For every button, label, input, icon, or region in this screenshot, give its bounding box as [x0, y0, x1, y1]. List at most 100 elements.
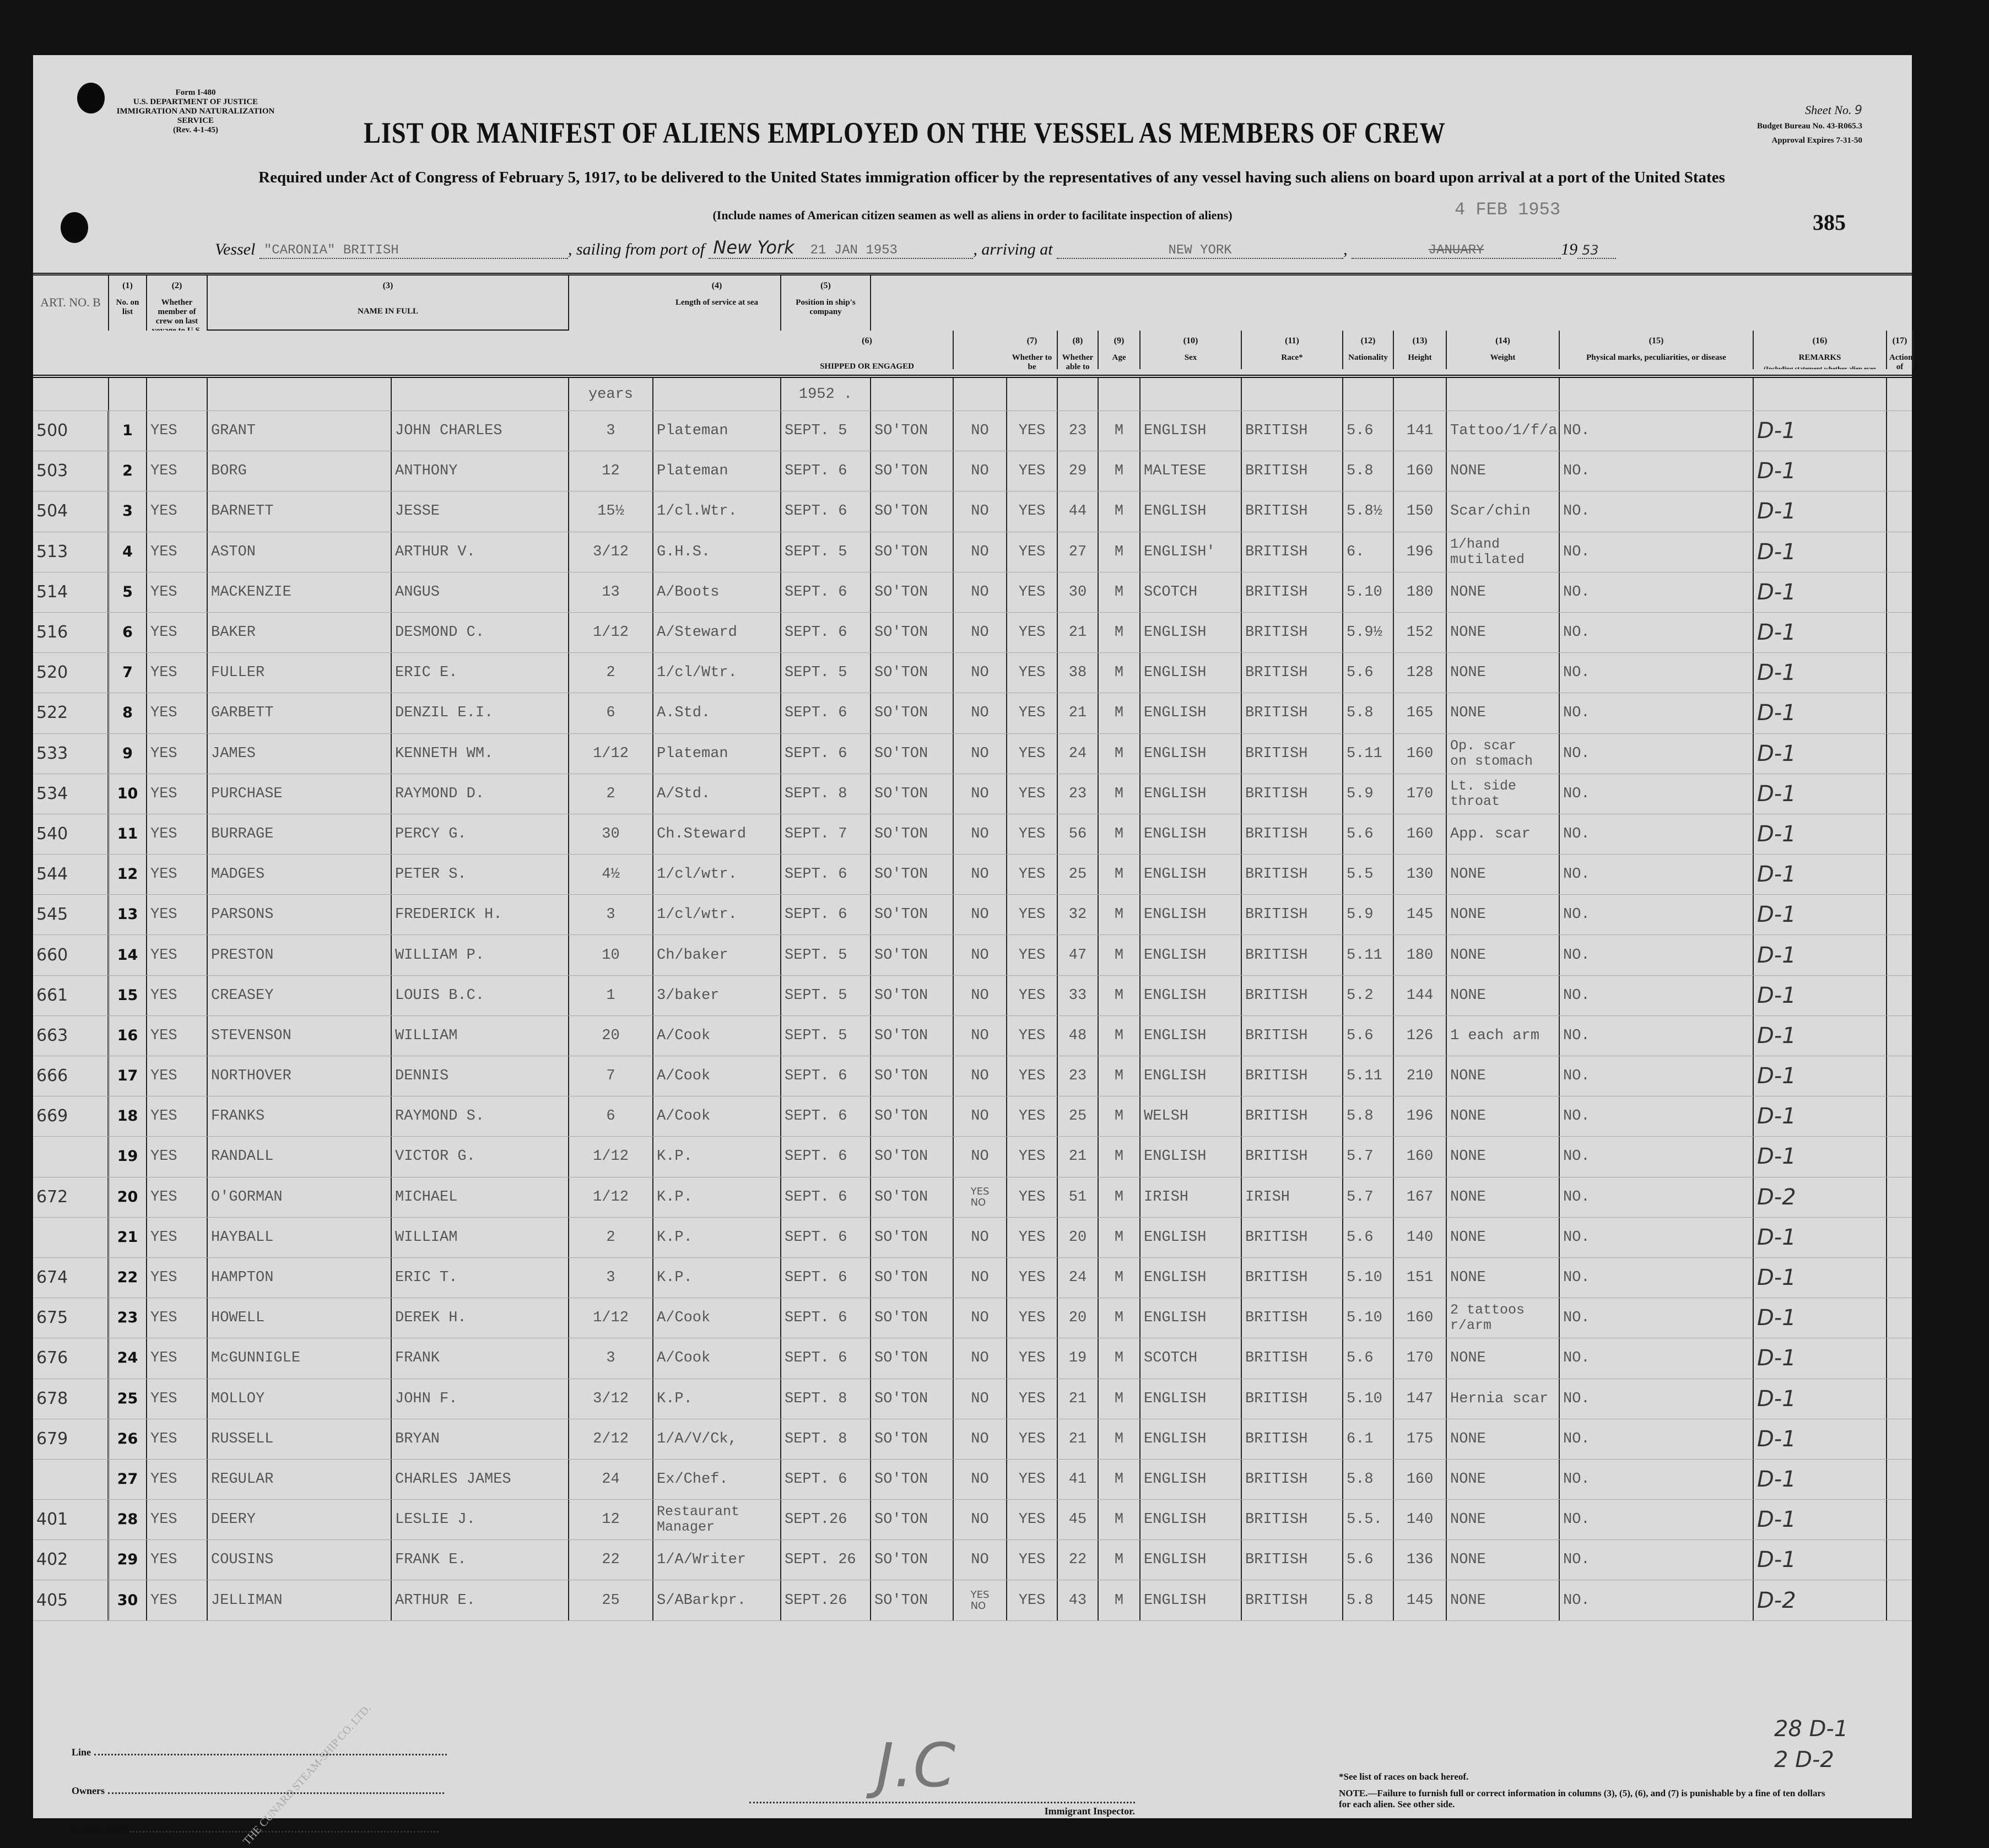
- age-cell: 25: [1058, 855, 1099, 895]
- age-cell: 47: [1058, 935, 1099, 975]
- able-to-read-cell: YES: [1007, 1379, 1058, 1419]
- remarks-cell: NO.: [1560, 411, 1754, 451]
- physical-marks-cell: 2 tattoos r/arm: [1447, 1298, 1560, 1338]
- shipped-where-cell: SO'TON: [871, 1096, 954, 1137]
- length-of-service-cell: 24: [569, 1459, 653, 1500]
- weight-cell: 140: [1394, 1217, 1447, 1257]
- shipped-when-cell: SEPT. 5: [781, 532, 871, 572]
- list-no-cell: 8: [109, 693, 147, 733]
- given-name-cell: WILLIAM: [392, 1217, 569, 1257]
- weight-cell: 170: [1394, 1338, 1447, 1379]
- list-no-cell: 14: [109, 935, 147, 975]
- position-cell: A/Cook: [653, 1298, 781, 1338]
- given-name-cell: WILLIAM P.: [392, 935, 569, 975]
- shipped-when-cell: SEPT. 6: [781, 1177, 871, 1217]
- height-cell: 5.5.: [1343, 1500, 1394, 1540]
- sex-cell: M: [1099, 1419, 1141, 1459]
- column-header: (7) Whether to be discharged at port of a…: [1007, 331, 1058, 369]
- shipped-where-cell: SO'TON: [871, 612, 954, 653]
- last-voyage-cell: YES: [147, 1257, 208, 1298]
- given-name-cell: PERCY G.: [392, 814, 569, 855]
- list-no-cell: 11: [109, 814, 147, 855]
- given-name-cell: VICTOR G.: [392, 1137, 569, 1177]
- sex-cell: M: [1099, 1015, 1141, 1056]
- position-cell: G.H.S.: [653, 532, 781, 572]
- nationality-cell: BRITISH: [1242, 1217, 1343, 1257]
- race-cell: ENGLISH: [1141, 1137, 1242, 1177]
- sex-cell: M: [1099, 1096, 1141, 1137]
- inspector-signature: J.C: [876, 1730, 956, 1801]
- last-voyage-cell: YES: [147, 935, 208, 975]
- age-cell: 27: [1058, 532, 1099, 572]
- nationality-cell: BRITISH: [1242, 572, 1343, 612]
- shipped-when-cell: SEPT. 6: [781, 612, 871, 653]
- remarks-cell: NO.: [1560, 895, 1754, 935]
- shipped-where-cell: SO'TON: [871, 733, 954, 774]
- sex-cell: M: [1099, 1459, 1141, 1500]
- column-header: (10) Sex: [1141, 331, 1242, 369]
- physical-marks-cell: NONE: [1447, 1217, 1560, 1257]
- able-to-read-cell: YES: [1007, 975, 1058, 1015]
- list-no-cell: 27: [109, 1459, 147, 1500]
- length-of-service-cell: 12: [569, 451, 653, 491]
- nationality-cell: BRITISH: [1242, 1137, 1343, 1177]
- family-name-cell: REGULAR: [208, 1459, 392, 1500]
- nationality-cell: BRITISH: [1242, 1419, 1343, 1459]
- table-row: 544 12 YES MADGES PETER S. 4½ 1/cl/wtr. SEPT. 6…: [33, 855, 1912, 895]
- inspector-action-cell: D-1: [1754, 1096, 1887, 1137]
- list-no-cell: 25: [109, 1379, 147, 1419]
- inspector-action-cell: D-1: [1754, 693, 1887, 733]
- length-of-service-cell: 30: [569, 814, 653, 855]
- table-row: 669 18 YES FRANKS RAYMOND S. 6 A/Cook SEPT. 6 SO…: [33, 1096, 1912, 1137]
- height-cell: 5.10: [1343, 1379, 1394, 1419]
- able-to-read-cell: YES: [1007, 1298, 1058, 1338]
- table-row: 540 11 YES BURRAGE PERCY G. 30 Ch.Steward SEPT.…: [33, 814, 1912, 855]
- table-row: 660 14 YES PRESTON WILLIAM P. 10 Ch/baker SEPT.…: [33, 935, 1912, 976]
- weight-cell: 160: [1394, 733, 1447, 774]
- race-cell: WELSH: [1141, 1096, 1242, 1137]
- length-of-service-cell: 3: [569, 1257, 653, 1298]
- list-no-cell: 16: [109, 1015, 147, 1056]
- discharged-cell: NO: [954, 855, 1007, 895]
- nationality-cell: BRITISH: [1242, 1459, 1343, 1500]
- nationality-cell: BRITISH: [1242, 491, 1343, 532]
- physical-marks-cell: Scar/chin: [1447, 491, 1560, 532]
- sex-cell: M: [1099, 733, 1141, 774]
- position-cell: A/Std.: [653, 774, 781, 814]
- shipped-where-cell: SO'TON: [871, 1500, 954, 1540]
- weight-cell: 140: [1394, 1500, 1447, 1540]
- family-name-cell: MOLLOY: [208, 1379, 392, 1419]
- art-no-header: ART. NO. B: [33, 275, 109, 331]
- position-cell: A/Cook: [653, 1338, 781, 1379]
- inspector-action-cell: D-2: [1754, 1177, 1887, 1217]
- length-of-service-cell: 3/12: [569, 1379, 653, 1419]
- shipped-where-cell: SO'TON: [871, 895, 954, 935]
- nationality-cell: BRITISH: [1242, 855, 1343, 895]
- nationality-cell: BRITISH: [1242, 653, 1343, 693]
- given-name-cell: PETER S.: [392, 855, 569, 895]
- age-cell: 51: [1058, 1177, 1099, 1217]
- length-unit: years: [569, 378, 653, 410]
- remarks-cell: NO.: [1560, 1257, 1754, 1298]
- remarks-cell: NO.: [1560, 451, 1754, 491]
- art-no-cell: 544: [33, 855, 109, 895]
- height-cell: 5.8: [1343, 1459, 1394, 1500]
- column-title: Physical marks, peculiarities, or diseas…: [1586, 353, 1726, 362]
- age-cell: 20: [1058, 1217, 1099, 1257]
- shipped-where-cell: SO'TON: [871, 1540, 954, 1580]
- able-to-read-cell: YES: [1007, 1338, 1058, 1379]
- remarks-cell: NO.: [1560, 1338, 1754, 1379]
- height-cell: 5.8: [1343, 1580, 1394, 1620]
- table-row: 504 3 YES BARNETT JESSE 15½ 1/cl.Wtr. SEPT. 6 SO…: [33, 491, 1912, 532]
- column-number: (5): [820, 281, 831, 290]
- page-number: 385: [1813, 210, 1846, 235]
- discharged-cell: NO: [954, 1500, 1007, 1540]
- shipped-when-cell: SEPT. 6: [781, 451, 871, 491]
- length-of-service-cell: 10: [569, 935, 653, 975]
- remarks-cell: NO.: [1560, 653, 1754, 693]
- able-to-read-cell: YES: [1007, 1580, 1058, 1620]
- footer: Line Owners Local Agents THE CUNARD STEA…: [33, 1702, 1912, 1847]
- family-name-cell: CREASEY: [208, 975, 392, 1015]
- sex-cell: M: [1099, 1379, 1141, 1419]
- list-no-cell: 15: [109, 975, 147, 1015]
